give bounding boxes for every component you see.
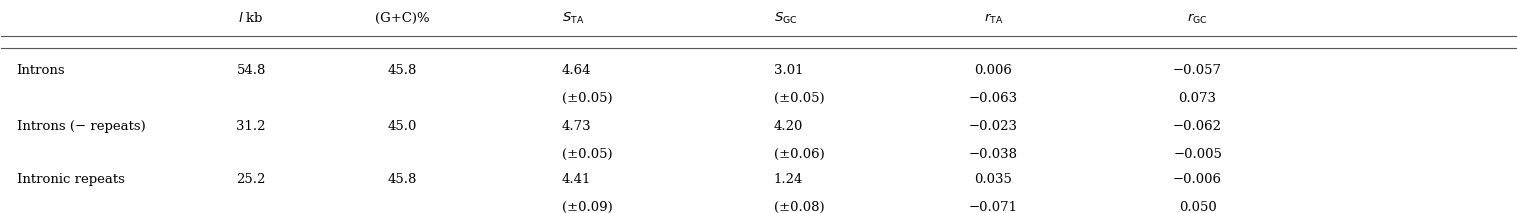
Text: −0.063: −0.063 <box>969 92 1018 105</box>
Text: $l$ kb: $l$ kb <box>238 12 264 26</box>
Text: Introns (− repeats): Introns (− repeats) <box>17 120 146 133</box>
Text: $r_{\mathrm{TA}}$: $r_{\mathrm{TA}}$ <box>983 12 1003 26</box>
Text: 0.073: 0.073 <box>1179 92 1217 105</box>
Text: 4.20: 4.20 <box>774 120 802 133</box>
Text: −0.057: −0.057 <box>1173 64 1223 77</box>
Text: $S_{\mathrm{TA}}$: $S_{\mathrm{TA}}$ <box>561 11 584 26</box>
Text: (G+C)%: (G+C)% <box>375 12 429 25</box>
Text: (±0.05): (±0.05) <box>561 148 613 161</box>
Text: (±0.05): (±0.05) <box>774 92 824 105</box>
Text: −0.062: −0.062 <box>1173 120 1223 133</box>
Text: 45.0: 45.0 <box>388 120 417 133</box>
Text: 4.41: 4.41 <box>561 173 592 186</box>
Text: Intronic repeats: Intronic repeats <box>17 173 124 186</box>
Text: −0.023: −0.023 <box>969 120 1018 133</box>
Text: (±0.09): (±0.09) <box>561 201 613 213</box>
Text: (±0.05): (±0.05) <box>561 92 613 105</box>
Text: 31.2: 31.2 <box>237 120 265 133</box>
Text: −0.038: −0.038 <box>969 148 1018 161</box>
Text: 45.8: 45.8 <box>388 173 417 186</box>
Text: (±0.06): (±0.06) <box>774 148 824 161</box>
Text: (±0.08): (±0.08) <box>774 201 824 213</box>
Text: 45.8: 45.8 <box>388 64 417 77</box>
Text: −0.005: −0.005 <box>1173 148 1223 161</box>
Text: $S_{\mathrm{GC}}$: $S_{\mathrm{GC}}$ <box>774 11 796 26</box>
Text: 54.8: 54.8 <box>237 64 265 77</box>
Text: Introns: Introns <box>17 64 65 77</box>
Text: $r_{\mathrm{GC}}$: $r_{\mathrm{GC}}$ <box>1188 12 1208 26</box>
Text: 0.006: 0.006 <box>974 64 1012 77</box>
Text: −0.006: −0.006 <box>1173 173 1223 186</box>
Text: 0.050: 0.050 <box>1179 201 1217 213</box>
Text: 1.24: 1.24 <box>774 173 802 186</box>
Text: 4.73: 4.73 <box>561 120 592 133</box>
Text: 25.2: 25.2 <box>237 173 265 186</box>
Text: 0.035: 0.035 <box>974 173 1012 186</box>
Text: 4.64: 4.64 <box>561 64 592 77</box>
Text: 3.01: 3.01 <box>774 64 802 77</box>
Text: −0.071: −0.071 <box>969 201 1018 213</box>
